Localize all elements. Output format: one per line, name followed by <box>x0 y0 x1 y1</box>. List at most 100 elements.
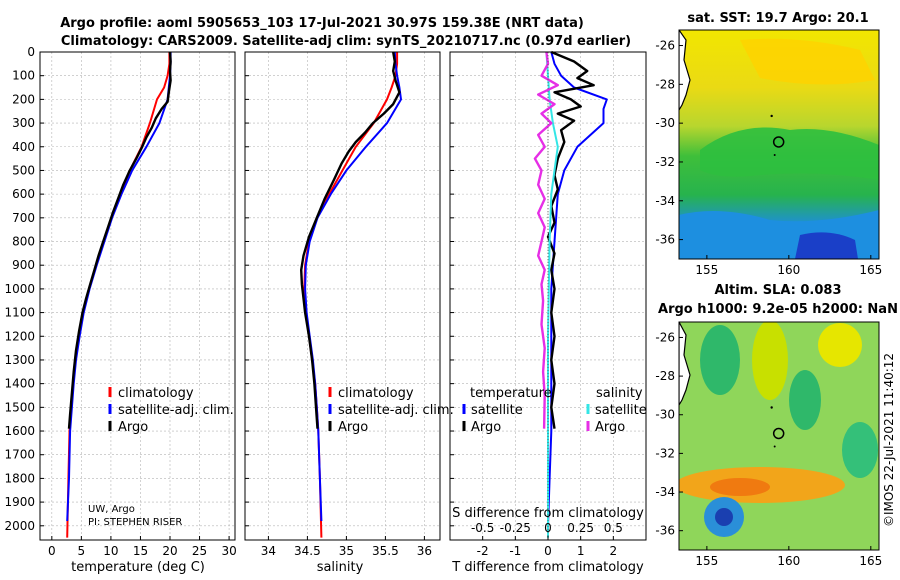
sst-map-frame <box>678 29 880 260</box>
series-line-salinity-satellite <box>545 51 559 538</box>
difference-panel: -2 -1 0 1 2 -0.5 -0.25 0 0.25 0.5 <box>449 50 647 558</box>
sla-map <box>678 321 880 551</box>
x-tick-label: 0 <box>48 544 56 558</box>
top-tick-label: 0.5 <box>604 521 623 535</box>
map-x-tick-label: 165 <box>859 554 882 568</box>
y-tick-label: 700 <box>12 211 35 225</box>
series-line-climatology <box>303 52 399 538</box>
difference-legend: temperature salinity satellite Argo sate… <box>462 386 647 435</box>
x-tick-label: 30 <box>221 544 236 558</box>
y-tick-label: 1200 <box>4 329 35 343</box>
series-line-satellite-adj-clim- <box>304 51 402 522</box>
x-tick-label: 34.5 <box>294 544 321 558</box>
y-tick-label: 300 <box>12 116 35 130</box>
x-tick-label: 1 <box>577 544 585 558</box>
x-tick-label: 25 <box>192 544 207 558</box>
legend-label-satellite: satellite-adj. clim. <box>338 403 454 418</box>
y-tick-label: 800 <box>12 235 35 249</box>
map-y-tick-label: -36 <box>655 524 675 538</box>
axes-frame <box>244 51 441 541</box>
y-tick-label: 1600 <box>4 424 35 438</box>
sla-map-title-1: Altim. SLA: 0.083 <box>715 283 842 298</box>
map-x-tick-label: 155 <box>695 263 718 277</box>
map-x-tick-label: 155 <box>695 554 718 568</box>
y-tick-label: 200 <box>12 92 35 106</box>
y-tick-label: 1800 <box>4 471 35 485</box>
map-y-tick-label: -28 <box>655 77 675 91</box>
previous-position-dot <box>773 153 776 156</box>
x-tick-label: 36 <box>417 544 432 558</box>
profile-location-marker <box>772 136 785 148</box>
difference-xlabel: T difference from climatology <box>451 560 644 575</box>
map-y-tick-label: -32 <box>655 155 675 169</box>
y-tick-label: 2000 <box>4 519 35 533</box>
sla-cold-core <box>715 508 733 526</box>
previous-position-dot <box>770 406 773 409</box>
map-y-tick-label: -36 <box>655 233 675 247</box>
y-tick-label: 1400 <box>4 377 35 391</box>
title-line-2: Climatology: CARS2009. Satellite-adj cli… <box>61 34 631 49</box>
salinity-panel: 34 34.5 35 35.5 36 <box>244 51 441 558</box>
sla-low-2 <box>789 370 821 430</box>
legend-label-t-argo: Argo <box>471 420 501 435</box>
series-line-salinity-argo <box>533 51 559 429</box>
x-tick-label: 2 <box>610 544 618 558</box>
map-x-tick-label: 165 <box>859 263 882 277</box>
map-x-tick-label: 160 <box>777 554 800 568</box>
x-tick-label: 35 <box>339 544 354 558</box>
previous-position-dot <box>770 114 773 118</box>
y-tick-label: 900 <box>12 258 35 272</box>
imos-credit: ©IMOS 22-Jul-2021 11:40:12 <box>882 353 896 527</box>
y-tick-label: 600 <box>12 187 35 201</box>
legend-label-argo: Argo <box>338 420 368 435</box>
axes-frame <box>39 51 236 541</box>
title-line-1: Argo profile: aoml 5905653_103 17-Jul-20… <box>60 16 584 31</box>
x-tick-label: 10 <box>103 544 118 558</box>
sst-map-title: sat. SST: 19.7 Argo: 20.1 <box>687 11 868 26</box>
top-tick-label: 0 <box>544 521 552 535</box>
series-line-argo <box>67 51 172 429</box>
temperature-panel: 0 5 10 15 20 25 300100200300400500600700800900… <box>4 45 236 558</box>
y-tick-label: 1700 <box>4 448 35 462</box>
y-tick-label: 100 <box>12 69 35 83</box>
salinity-xlabel: salinity <box>317 560 364 575</box>
sla-green-2 <box>842 422 878 478</box>
map-x-tick-label: 160 <box>777 263 800 277</box>
legend-label-climatology: climatology <box>118 386 194 401</box>
sla-low-1 <box>700 325 740 395</box>
series-line-argo <box>300 51 401 429</box>
salinity-legend: climatology satellite-adj. clim. Argo <box>328 386 454 435</box>
y-tick-label: 1000 <box>4 282 35 296</box>
series-line-temperature-satellite <box>547 51 608 526</box>
y-tick-label: 400 <box>12 140 35 154</box>
y-tick-label: 1100 <box>4 306 35 320</box>
x-tick-label: 0 <box>544 544 552 558</box>
temperature-xlabel: temperature (deg C) <box>71 560 205 575</box>
profile-location-marker <box>772 427 785 440</box>
sla-map-title-2: Argo h1000: 9.2e-05 h2000: NaN <box>658 302 898 317</box>
y-tick-label: 1500 <box>4 400 35 414</box>
y-tick-label: 0 <box>27 45 35 59</box>
legend-label-climatology: climatology <box>338 386 414 401</box>
top-tick-label: -0.5 <box>471 521 494 535</box>
sla-high-2 <box>818 323 862 367</box>
map-axes: 155 160 165 -26 -28 -30 -32 -34 -36 155 160 165 -26 -… <box>655 39 882 568</box>
x-tick-label: 34 <box>261 544 276 558</box>
sst-map <box>678 29 880 260</box>
map-y-tick-label: -32 <box>655 446 675 460</box>
difference-top-label: S difference from climatology <box>452 506 644 521</box>
top-tick-label: -0.25 <box>500 521 531 535</box>
credit-line-2: PI: STEPHEN RISER <box>88 517 182 528</box>
legend-label-s-satellite: satellite <box>595 403 647 418</box>
sst-cold-core <box>795 232 858 259</box>
credit-line-1: UW, Argo <box>88 504 135 515</box>
legend-label-s-argo: Argo <box>595 420 625 435</box>
top-tick-label: 0.25 <box>567 521 594 535</box>
y-tick-label: 1300 <box>4 353 35 367</box>
x-tick-label: -2 <box>477 544 489 558</box>
x-tick-label: 15 <box>133 544 148 558</box>
legend-label-argo: Argo <box>118 420 148 435</box>
y-tick-label: 1900 <box>4 495 35 509</box>
sla-high-1 <box>752 322 788 400</box>
